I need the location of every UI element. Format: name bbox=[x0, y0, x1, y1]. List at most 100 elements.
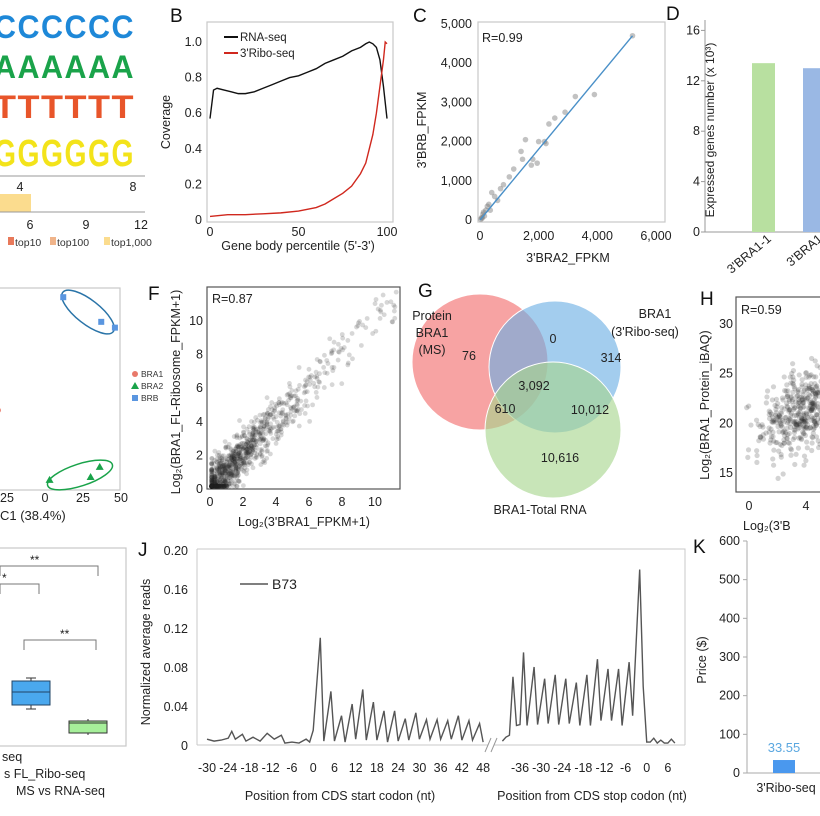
density-point bbox=[251, 430, 256, 436]
density-point bbox=[802, 432, 808, 438]
venn-count-protein-only: 76 bbox=[462, 349, 476, 363]
density-point bbox=[265, 407, 271, 412]
venn-count-ribo-rna: 10,012 bbox=[571, 403, 609, 417]
density-point bbox=[790, 402, 796, 408]
density-point bbox=[321, 364, 327, 370]
density-point bbox=[778, 409, 784, 415]
density-point bbox=[288, 393, 293, 399]
density-point bbox=[233, 468, 239, 474]
density-point bbox=[209, 483, 215, 489]
density-point bbox=[223, 475, 229, 481]
density-point bbox=[209, 483, 215, 489]
density-point bbox=[248, 440, 254, 446]
density-point bbox=[232, 457, 238, 462]
density-point bbox=[244, 446, 250, 452]
density-point bbox=[754, 452, 760, 459]
density-point bbox=[790, 396, 796, 403]
density-point bbox=[228, 472, 234, 477]
x-tick-label: 36 bbox=[434, 761, 448, 775]
density-point bbox=[800, 400, 806, 406]
density-point bbox=[209, 478, 215, 484]
density-point bbox=[784, 425, 790, 431]
y-tick-label: 300 bbox=[719, 650, 740, 664]
density-point bbox=[782, 415, 788, 421]
density-point bbox=[355, 323, 361, 329]
density-point bbox=[817, 407, 820, 414]
density-point bbox=[336, 341, 341, 347]
top1000-bar bbox=[0, 194, 31, 212]
density-point bbox=[791, 405, 797, 411]
y-tick-label: 8 bbox=[196, 348, 203, 362]
density-point bbox=[223, 461, 229, 467]
legend-label: B73 bbox=[272, 576, 297, 592]
density-point bbox=[212, 475, 218, 481]
density-point bbox=[209, 477, 215, 483]
density-point bbox=[757, 423, 763, 430]
density-point bbox=[251, 426, 257, 432]
density-point bbox=[250, 437, 256, 443]
density-point bbox=[776, 414, 782, 420]
density-point bbox=[785, 388, 791, 394]
density-point bbox=[215, 476, 221, 482]
density-point bbox=[284, 392, 290, 398]
density-point bbox=[785, 432, 791, 438]
density-point bbox=[329, 382, 335, 388]
density-point bbox=[216, 461, 222, 467]
density-point bbox=[224, 466, 230, 471]
density-point bbox=[237, 435, 243, 441]
legend-swatch bbox=[104, 237, 110, 245]
density-point bbox=[224, 456, 230, 462]
density-point bbox=[280, 422, 285, 428]
density-point bbox=[814, 417, 820, 424]
density-point bbox=[771, 418, 777, 424]
density-point bbox=[241, 430, 247, 436]
density-point bbox=[221, 463, 227, 468]
density-point bbox=[209, 483, 215, 489]
density-point bbox=[226, 471, 232, 477]
density-point bbox=[280, 411, 285, 417]
density-point bbox=[815, 401, 820, 407]
density-point bbox=[242, 445, 248, 450]
density-point bbox=[795, 400, 801, 406]
density-point bbox=[221, 457, 227, 463]
density-point bbox=[221, 466, 227, 472]
density-point bbox=[341, 345, 347, 350]
density-point bbox=[209, 455, 215, 461]
density-point bbox=[264, 420, 269, 426]
density-point bbox=[217, 455, 223, 461]
density-point bbox=[244, 450, 250, 456]
density-point bbox=[335, 357, 341, 363]
density-point bbox=[218, 465, 224, 471]
density-point bbox=[227, 462, 233, 468]
density-point bbox=[254, 452, 260, 458]
density-point bbox=[811, 425, 817, 431]
density-point bbox=[265, 416, 271, 422]
density-point bbox=[302, 411, 308, 416]
density-point bbox=[214, 483, 220, 489]
density-point bbox=[805, 414, 811, 420]
density-point bbox=[791, 406, 797, 413]
density-point bbox=[218, 480, 224, 486]
density-point bbox=[238, 465, 244, 471]
density-point bbox=[231, 456, 237, 462]
density-point bbox=[796, 425, 802, 431]
density-point bbox=[260, 412, 266, 418]
legend-label: BRB bbox=[141, 393, 159, 403]
density-point bbox=[249, 437, 255, 443]
density-point bbox=[767, 440, 773, 446]
density-point bbox=[299, 407, 304, 412]
density-point bbox=[798, 394, 804, 400]
density-point bbox=[219, 470, 225, 476]
density-point bbox=[276, 396, 282, 402]
density-point bbox=[799, 397, 805, 403]
density-point bbox=[216, 483, 221, 489]
density-point bbox=[814, 411, 820, 418]
density-point bbox=[245, 450, 251, 455]
x-tick-label: 6 bbox=[306, 495, 313, 509]
density-point bbox=[781, 437, 787, 443]
density-point bbox=[238, 446, 244, 452]
density-point bbox=[778, 422, 784, 428]
density-point bbox=[257, 432, 263, 438]
